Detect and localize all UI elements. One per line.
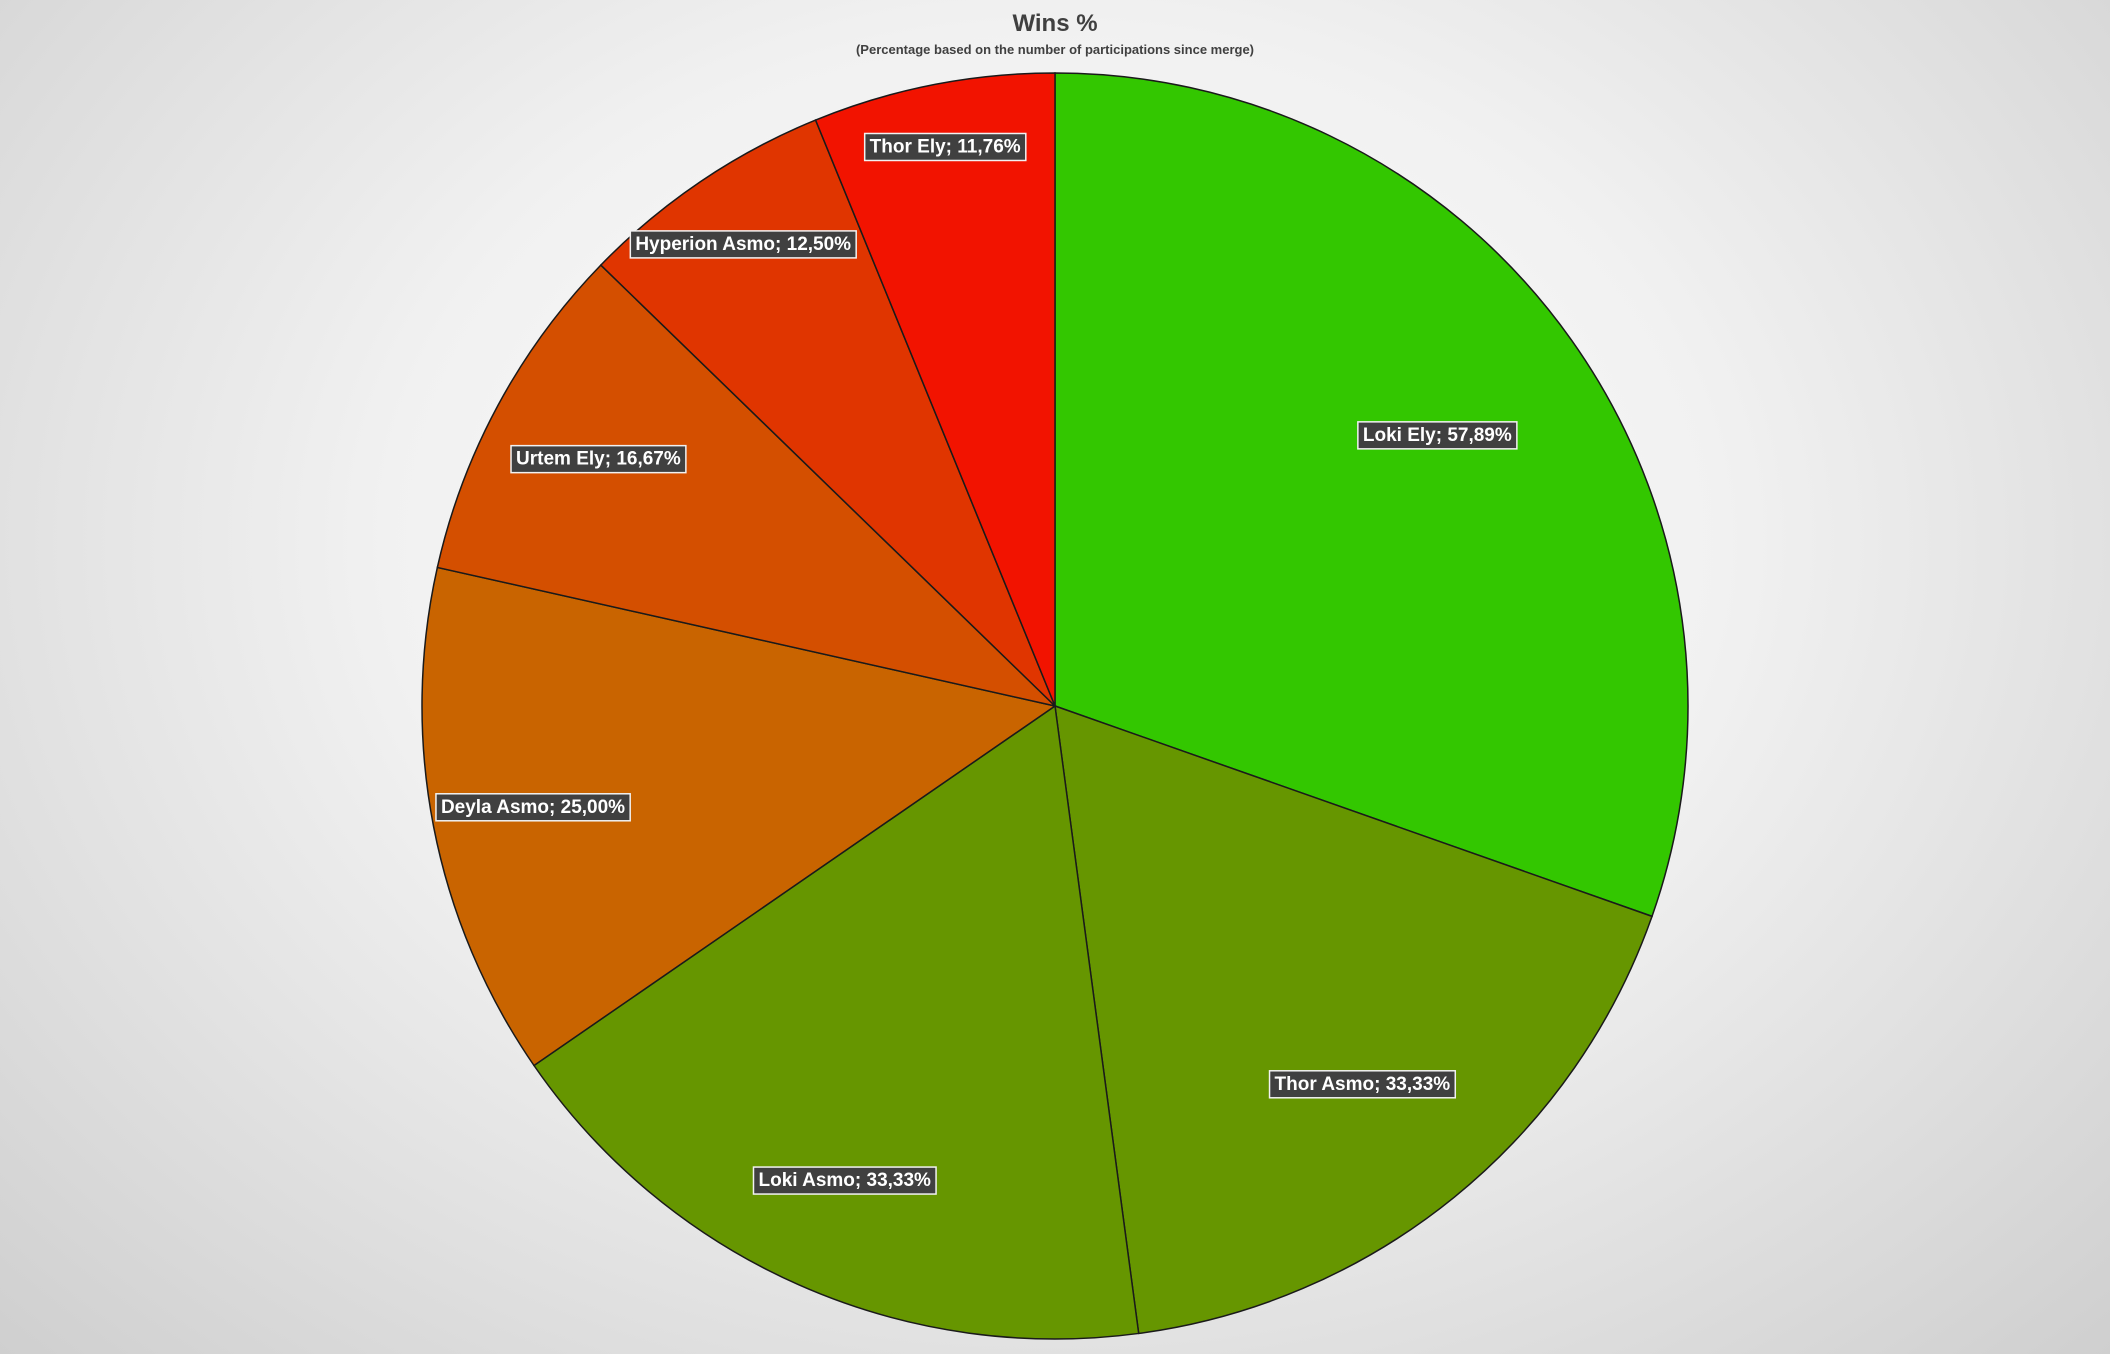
data-label-loki-asmo: Loki Asmo; 33,33% xyxy=(752,1166,937,1195)
data-label-text: Loki Asmo; 33,33% xyxy=(758,1170,931,1191)
chart-subtitle: (Percentage based on the number of parti… xyxy=(855,42,1255,57)
data-label-text: Thor Asmo; 33,33% xyxy=(1275,1074,1451,1095)
data-label-box xyxy=(1268,1070,1457,1099)
pie-slice-loki-ely xyxy=(1054,72,1689,918)
data-label-box xyxy=(1357,421,1518,450)
data-label-box xyxy=(435,793,631,822)
data-label-urtem-ely: Urtem Ely; 16,67% xyxy=(510,444,687,474)
data-label-box xyxy=(510,444,687,474)
data-label-loki-ely: Loki Ely; 57,89% xyxy=(1357,421,1518,450)
data-label-box xyxy=(752,1166,937,1195)
data-label-text: Deyla Asmo; 25,00% xyxy=(441,797,625,818)
pie-data-labels: Loki Ely; 57,89% Thor Asmo; 33,33% Loki As… xyxy=(435,132,1518,1195)
data-label-text: Thor Ely; 11,76% xyxy=(870,136,1021,157)
pie-slice-loki-asmo xyxy=(532,704,1140,1340)
data-label-deyla-asmo: Deyla Asmo; 25,00% xyxy=(435,793,631,822)
pie-slice-hyperion-asmo xyxy=(599,119,1056,707)
pie-slice-thor-asmo xyxy=(1054,704,1653,1335)
chart-title: Wins % xyxy=(1012,10,1098,37)
pie-slice-thor-ely xyxy=(814,72,1056,707)
data-label-box xyxy=(863,132,1027,162)
data-label-box xyxy=(629,230,857,259)
pie-slice-urtem-ely xyxy=(436,264,1058,708)
data-label-text: Urtem Ely; 16,67% xyxy=(516,449,681,470)
data-label-hyperion-asmo: Hyperion Asmo; 12,50% xyxy=(629,230,857,259)
data-label-thor-asmo: Thor Asmo; 33,33% xyxy=(1268,1070,1457,1099)
data-label-text: Hyperion Asmo; 12,50% xyxy=(635,234,851,255)
data-label-thor-ely: Thor Ely; 11,76% xyxy=(863,132,1027,162)
pie-slices xyxy=(421,72,1689,1340)
data-label-text: Loki Ely; 57,89% xyxy=(1363,425,1512,446)
pie-slice-deyla-asmo xyxy=(421,566,1057,1067)
